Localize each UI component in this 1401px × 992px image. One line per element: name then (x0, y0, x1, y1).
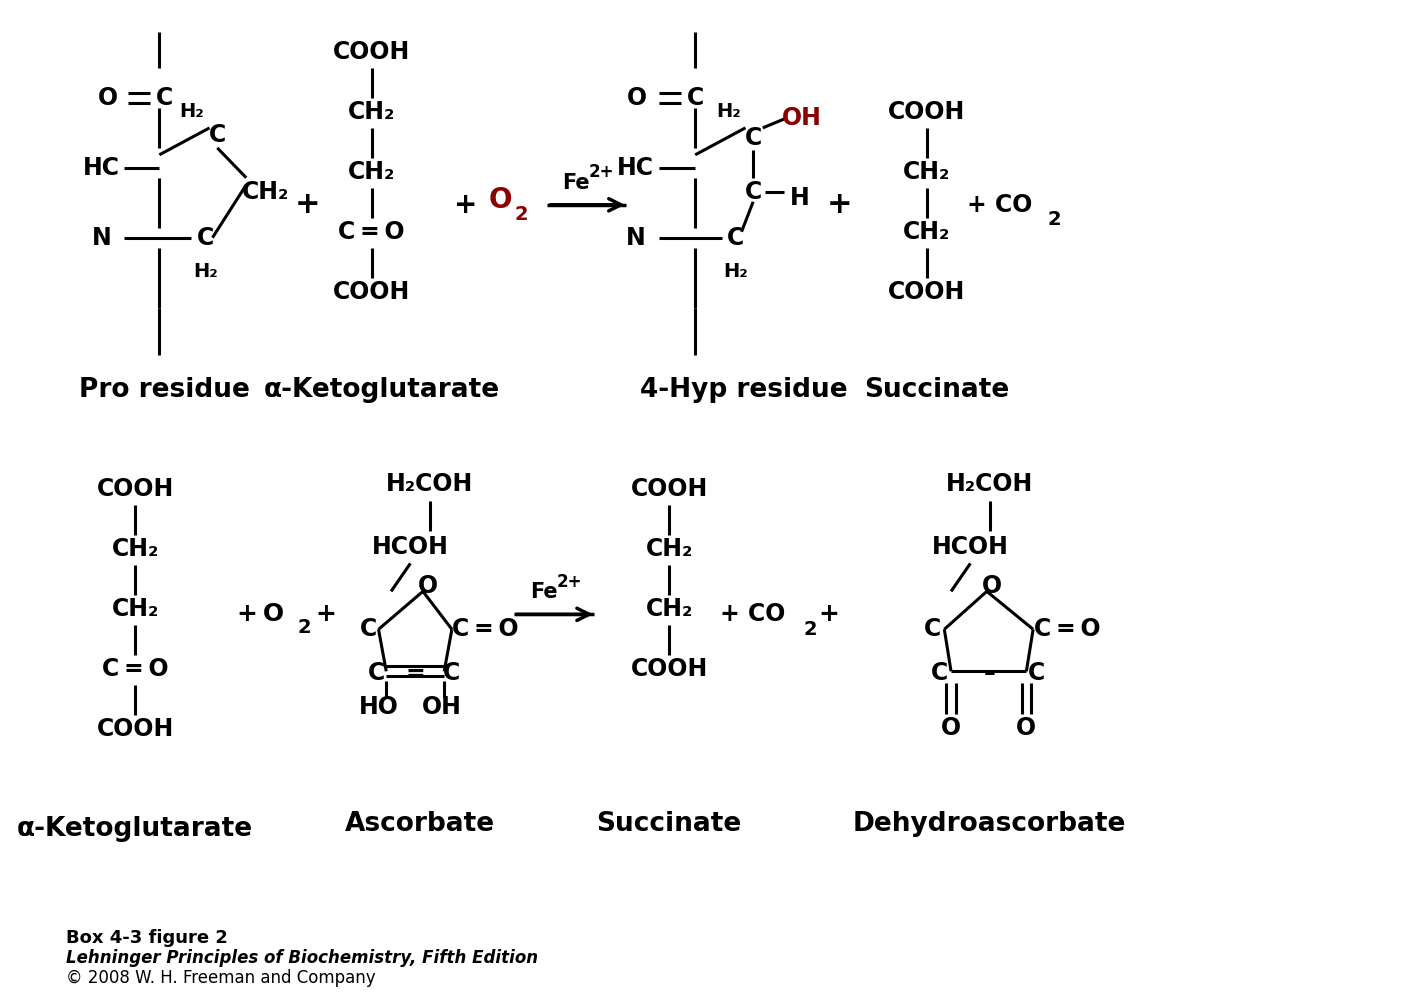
Text: 2+: 2+ (558, 573, 583, 591)
Text: CH₂: CH₂ (646, 597, 693, 621)
Text: O: O (628, 86, 647, 110)
Text: C = O: C = O (453, 617, 518, 641)
Text: C: C (925, 617, 941, 641)
Text: HCOH: HCOH (932, 536, 1009, 559)
Text: C: C (443, 662, 461, 685)
Text: COOH: COOH (888, 280, 965, 304)
Text: O: O (982, 574, 1002, 598)
Text: H: H (790, 186, 810, 209)
Text: N: N (625, 226, 646, 250)
Text: COOH: COOH (97, 717, 174, 741)
Text: C = O: C = O (339, 220, 405, 244)
Text: C: C (360, 617, 377, 641)
Text: C: C (727, 226, 744, 250)
Text: C: C (156, 86, 172, 110)
Text: C = O: C = O (102, 658, 168, 682)
Text: +: + (818, 602, 839, 626)
Text: N: N (91, 226, 111, 250)
Text: CH₂: CH₂ (646, 538, 693, 561)
Text: HCOH: HCOH (371, 536, 448, 559)
Text: C: C (744, 126, 762, 150)
Text: COOH: COOH (630, 658, 708, 682)
Text: 2+: 2+ (588, 163, 614, 181)
Text: O: O (489, 186, 511, 214)
Text: © 2008 W. H. Freeman and Company: © 2008 W. H. Freeman and Company (66, 969, 375, 987)
Text: Fe: Fe (530, 582, 558, 602)
Text: Fe: Fe (562, 173, 590, 192)
Text: CH₂: CH₂ (112, 597, 158, 621)
Text: Succinate: Succinate (597, 811, 741, 837)
Text: H₂: H₂ (179, 102, 203, 121)
Text: COOH: COOH (333, 280, 410, 304)
Text: CH₂: CH₂ (112, 538, 158, 561)
Text: C: C (686, 86, 703, 110)
Text: H₂COH: H₂COH (946, 472, 1034, 496)
Text: C: C (209, 123, 226, 147)
Text: O: O (98, 86, 118, 110)
Text: CH₂: CH₂ (904, 160, 951, 184)
Text: H₂: H₂ (193, 262, 219, 281)
Text: + O: + O (237, 602, 284, 626)
Text: + CO: + CO (720, 602, 786, 626)
Text: + CO: + CO (967, 192, 1033, 217)
Text: COOH: COOH (333, 40, 410, 63)
Text: COOH: COOH (888, 100, 965, 124)
Text: Dehydroascorbate: Dehydroascorbate (853, 811, 1126, 837)
Text: Ascorbate: Ascorbate (345, 811, 495, 837)
Text: +: + (315, 602, 336, 626)
Text: H₂: H₂ (717, 102, 741, 121)
Text: 2: 2 (514, 205, 528, 224)
Text: C: C (198, 226, 214, 250)
Text: +: + (294, 190, 319, 219)
Text: O: O (417, 574, 439, 598)
Text: H₂COH: H₂COH (387, 472, 474, 496)
Text: 4-Hyp residue: 4-Hyp residue (640, 377, 848, 403)
Text: CH₂: CH₂ (904, 220, 951, 244)
Text: +: + (454, 190, 478, 219)
Text: C: C (1027, 662, 1045, 685)
Text: OH: OH (422, 695, 462, 719)
Text: C: C (744, 180, 762, 203)
Text: Succinate: Succinate (864, 377, 1009, 403)
Text: α-Ketoglutarate: α-Ketoglutarate (17, 816, 254, 842)
Text: 2: 2 (297, 618, 311, 637)
Text: C: C (368, 662, 385, 685)
Text: CH₂: CH₂ (347, 100, 395, 124)
Text: Lehninger Principles of Biochemistry, Fifth Edition: Lehninger Principles of Biochemistry, Fi… (66, 949, 538, 967)
Text: HC: HC (616, 156, 654, 180)
Text: –: – (984, 662, 996, 685)
Text: H₂: H₂ (723, 262, 748, 281)
Text: CH₂: CH₂ (347, 160, 395, 184)
Text: +: + (827, 190, 853, 219)
Text: 2: 2 (803, 620, 817, 639)
Text: 2: 2 (1048, 210, 1061, 229)
Text: HC: HC (83, 156, 120, 180)
Text: =: = (405, 663, 425, 686)
Text: HO: HO (359, 695, 398, 719)
Text: O: O (1016, 716, 1037, 740)
Text: C = O: C = O (1034, 617, 1100, 641)
Text: COOH: COOH (630, 477, 708, 502)
Text: CH₂: CH₂ (242, 180, 289, 203)
Text: Pro residue: Pro residue (78, 377, 249, 403)
Text: COOH: COOH (97, 477, 174, 502)
Text: O: O (941, 716, 961, 740)
Text: OH: OH (782, 106, 821, 130)
Text: C: C (930, 662, 948, 685)
Text: α-Ketoglutarate: α-Ketoglutarate (263, 377, 500, 403)
Text: Box 4-3 figure 2: Box 4-3 figure 2 (66, 929, 227, 947)
